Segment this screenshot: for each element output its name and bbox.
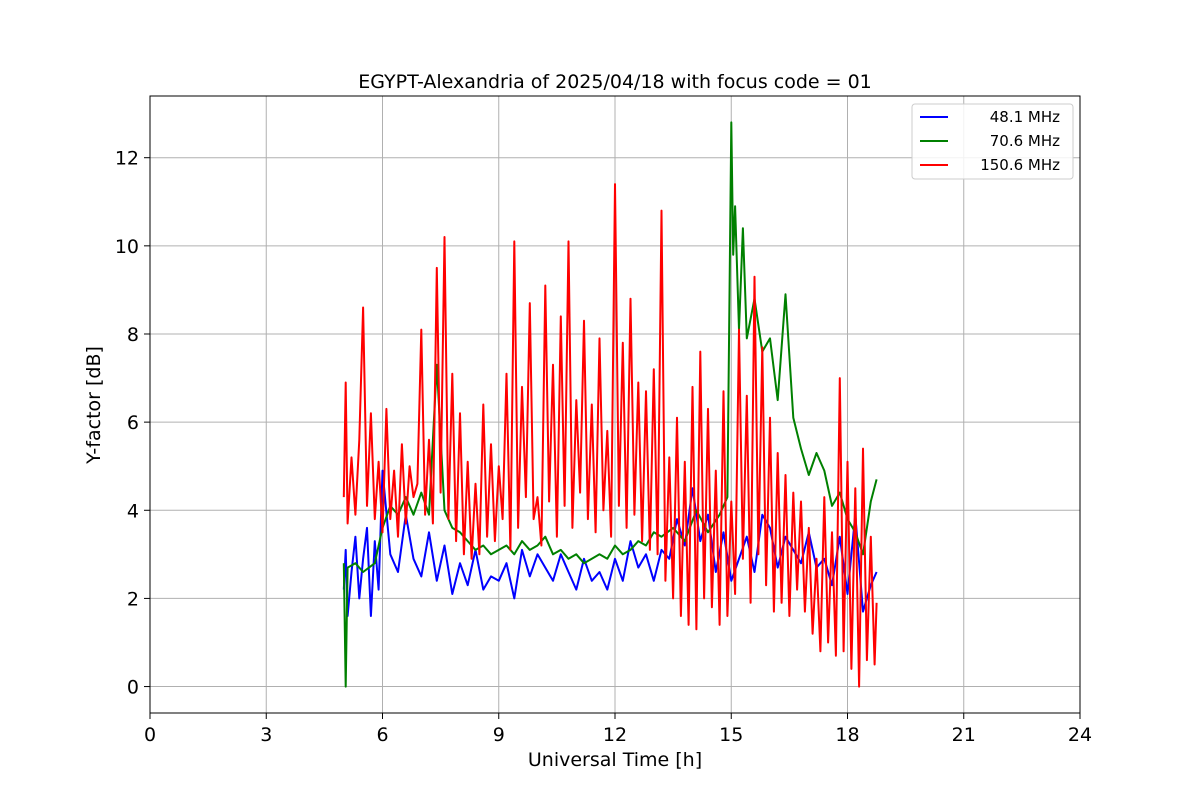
chart-title: EGYPT-Alexandria of 2025/04/18 with focu… xyxy=(358,71,872,93)
y-tick-label: 2 xyxy=(127,588,139,610)
series-line-70-6-mhz xyxy=(342,121,878,688)
y-tick-label: 8 xyxy=(127,324,139,346)
x-axis-label: Universal Time [h] xyxy=(528,749,702,771)
y-axis-label: Y-factor [dB] xyxy=(83,346,105,465)
x-tick-label: 24 xyxy=(1068,724,1092,746)
legend-label: 150.6 MHz xyxy=(980,156,1060,174)
series-line-48-1-mhz xyxy=(342,469,878,617)
y-tick-label: 0 xyxy=(127,677,139,699)
x-tick-label: 9 xyxy=(493,724,505,746)
y-tick-label: 12 xyxy=(115,148,139,170)
x-tick-label: 12 xyxy=(603,724,627,746)
x-tick-label: 6 xyxy=(376,724,388,746)
x-tick-label: 15 xyxy=(719,724,743,746)
x-axis: 0 3 6 9 12 15 18 21 24 xyxy=(144,713,1092,746)
y-tick-label: 6 xyxy=(127,412,139,434)
series-layer xyxy=(342,121,878,688)
legend-box xyxy=(911,103,1074,180)
legend-label: 70.6 MHz xyxy=(990,132,1060,150)
x-tick-label: 18 xyxy=(835,724,859,746)
x-tick-label: 21 xyxy=(952,724,976,746)
y-axis: 0 2 4 6 8 10 12 xyxy=(115,148,150,699)
legend-label: 48.1 MHz xyxy=(990,108,1060,126)
y-tick-label: 10 xyxy=(115,236,139,258)
x-tick-label: 0 xyxy=(144,724,156,746)
y-tick-label: 4 xyxy=(127,500,139,522)
series-line-150-6-mhz xyxy=(342,183,878,688)
legend: 48.1 MHz 70.6 MHz 150.6 MHz xyxy=(911,103,1074,180)
x-tick-label: 3 xyxy=(260,724,272,746)
